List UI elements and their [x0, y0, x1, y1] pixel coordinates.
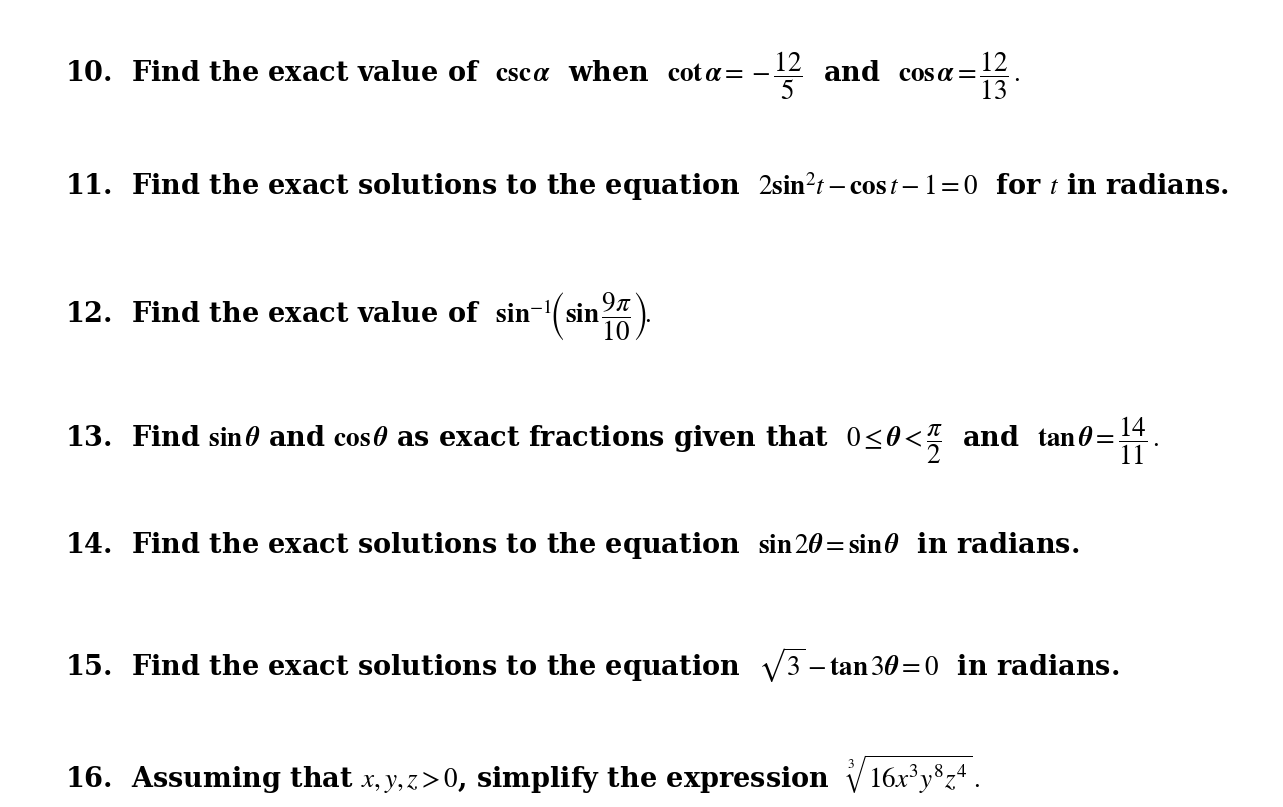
Text: 15.  Find the exact solutions to the equation  $\sqrt{3} - \mathbf{tan}\, 3\bold: 15. Find the exact solutions to the equa… [65, 645, 1119, 684]
Text: 11.  Find the exact solutions to the equation  $2\mathbf{sin}^2 t - \mathbf{cos}: 11. Find the exact solutions to the equa… [65, 170, 1229, 203]
Text: 13.  Find $\mathbf{sin}\,\boldsymbol{\theta}$ and $\mathbf{cos}\,\boldsymbol{\th: 13. Find $\mathbf{sin}\,\boldsymbol{\the… [65, 415, 1159, 467]
Text: 10.  Find the exact value of  $\mathbf{csc}\,\boldsymbol{\alpha}$  when  $\mathb: 10. Find the exact value of $\mathbf{csc… [65, 50, 1020, 102]
Text: 14.  Find the exact solutions to the equation  $\mathbf{sin}\, 2\boldsymbol{\the: 14. Find the exact solutions to the equa… [65, 530, 1079, 561]
Text: 12.  Find the exact value of  $\mathbf{sin}^{-1}\!\left(\mathbf{sin}\,\dfrac{9\p: 12. Find the exact value of $\mathbf{sin… [65, 290, 652, 343]
Text: 16.  Assuming that $x, y, z > 0$, simplify the expression  $\sqrt[3]{16x^3y^8z^4: 16. Assuming that $x, y, z > 0$, simplif… [65, 752, 980, 796]
